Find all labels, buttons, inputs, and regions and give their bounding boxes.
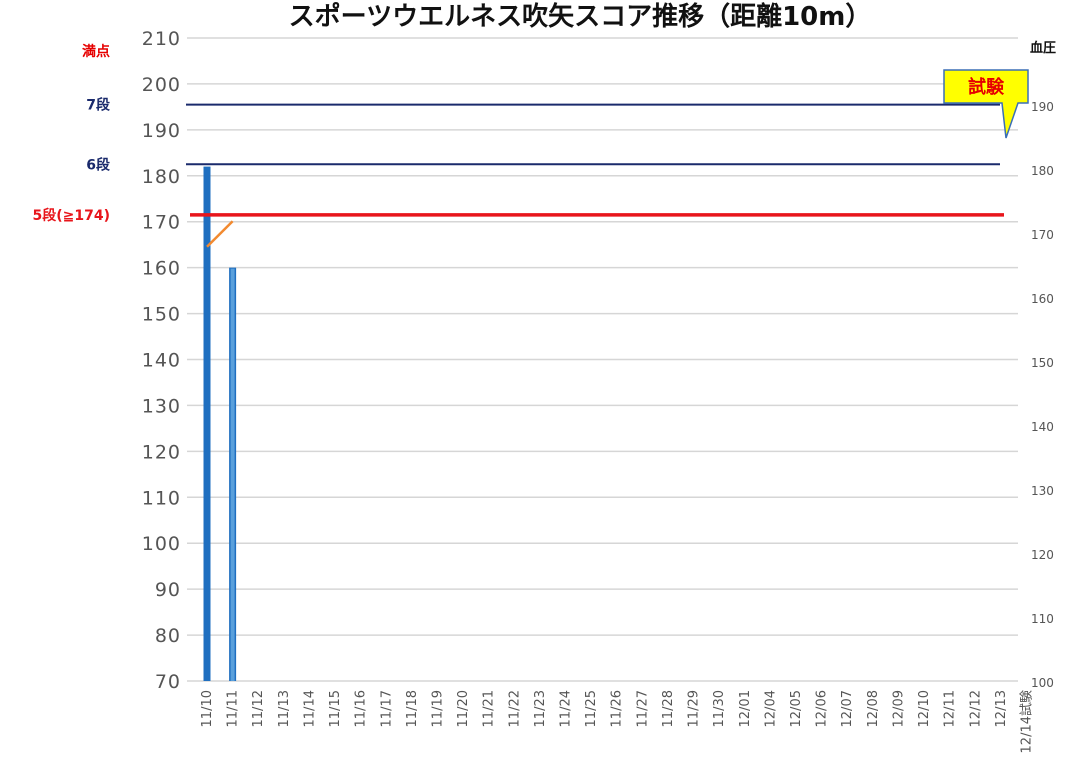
- line-series: [206, 220, 234, 248]
- x-tick-label: 12/01: [738, 690, 753, 727]
- y-tick-label: 180: [142, 166, 181, 188]
- callout-text: 試験: [968, 76, 1005, 98]
- y2-tick-label: 140: [1031, 420, 1054, 434]
- x-tick-label: 11/15: [328, 690, 343, 727]
- y2-tick-label: 100: [1031, 676, 1054, 690]
- x-tick-label: 11/12: [251, 690, 266, 727]
- y-tick-label: 120: [142, 441, 181, 463]
- x-tick-label: 11/18: [405, 690, 420, 727]
- x-tick-label: 12/05: [789, 690, 804, 727]
- x-tick-label: 11/25: [584, 690, 599, 727]
- x-tick-label: 11/27: [635, 690, 650, 727]
- x-tick-label: 12/06: [815, 690, 830, 727]
- x-tick-label: 11/19: [430, 690, 445, 727]
- bar-highlight: [230, 268, 235, 681]
- blood-pressure-series: [206, 220, 234, 248]
- y2-axis-ticks: 100 110 120 130 140 150 160 170 180 190: [1031, 100, 1054, 690]
- x-tick-label: 12/13: [994, 690, 1009, 727]
- x-tick-label: 12/04: [763, 690, 778, 727]
- x-tick-label: 11/13: [277, 690, 292, 727]
- x-tick-label: 12/08: [866, 690, 881, 727]
- y2-tick-label: 170: [1031, 228, 1054, 242]
- x-tick-label: 11/21: [482, 690, 497, 727]
- x-tick-label: 11/10: [200, 690, 215, 727]
- exam-callout: 試験: [943, 69, 1029, 139]
- y-tick-label: 160: [142, 258, 181, 280]
- x-tick-label: 11/24: [559, 690, 574, 727]
- reference-label: 満点: [82, 43, 110, 60]
- y-tick-label: 100: [142, 533, 181, 555]
- x-tick-label: 11/11: [226, 690, 241, 727]
- x-tick-label: 11/26: [610, 690, 625, 727]
- y2-tick-label: 180: [1031, 164, 1054, 178]
- x-tick-label: 11/30: [712, 690, 727, 727]
- chart-title: スポーツウエルネス吹矢スコア推移（距離10m）: [289, 1, 872, 32]
- x-tick-label: 12/10: [917, 690, 932, 727]
- x-tick-label: 11/20: [456, 690, 471, 727]
- y-tick-label: 70: [155, 671, 181, 693]
- y2-tick-label: 110: [1031, 612, 1054, 626]
- x-tick-label: 12/09: [891, 690, 906, 727]
- y2-tick-label: 160: [1031, 292, 1054, 306]
- callout-bubble: [943, 69, 1029, 139]
- y-axis-ticks: 70 80 90 100 110 120 130 140 150 160 170 180 190 200 2…: [142, 28, 181, 693]
- y-tick-label: 200: [142, 74, 181, 96]
- reference-label: 5段(≧174): [33, 207, 111, 224]
- y2-tick-label: 120: [1031, 548, 1054, 562]
- x-tick-label: 11/28: [661, 690, 676, 727]
- y-tick-label: 90: [155, 579, 181, 601]
- x-tick-label: 11/16: [354, 690, 369, 727]
- x-tick-label: 11/23: [533, 690, 548, 727]
- reference-label: 7段: [86, 97, 110, 114]
- y2-tick-label: 190: [1031, 100, 1054, 114]
- y-tick-label: 210: [142, 28, 181, 50]
- x-tick-label: 12/14試験: [1018, 690, 1034, 753]
- x-tick-label: 12/07: [840, 690, 855, 727]
- reference-lines: 満点 7段 6段 5段(≧174): [33, 43, 1004, 224]
- bar-series: [203, 166, 237, 682]
- reference-label: 6段: [86, 156, 110, 173]
- y2-tick-label: 130: [1031, 484, 1054, 498]
- y2-axis-label: 血圧: [1030, 40, 1056, 56]
- y-tick-label: 80: [155, 625, 181, 647]
- y-tick-label: 130: [142, 395, 181, 417]
- x-tick-label: 12/11: [943, 690, 958, 727]
- gridlines: [187, 37, 1018, 682]
- y2-tick-label: 150: [1031, 356, 1054, 370]
- y-tick-label: 140: [142, 350, 181, 372]
- y-tick-label: 150: [142, 304, 181, 326]
- x-axis-ticks: 11/10 11/11 11/12 11/13 11/14 11/15 11/16 11/17…: [200, 690, 1034, 753]
- x-tick-label: 11/14: [302, 690, 317, 727]
- y-tick-label: 110: [142, 487, 181, 509]
- y-tick-label: 190: [142, 120, 181, 142]
- x-tick-label: 12/12: [968, 690, 983, 727]
- y-tick-label: 170: [142, 212, 181, 234]
- bar: [203, 166, 211, 682]
- x-tick-label: 11/17: [379, 690, 394, 727]
- x-tick-label: 11/29: [687, 690, 702, 727]
- x-tick-label: 11/22: [507, 690, 522, 727]
